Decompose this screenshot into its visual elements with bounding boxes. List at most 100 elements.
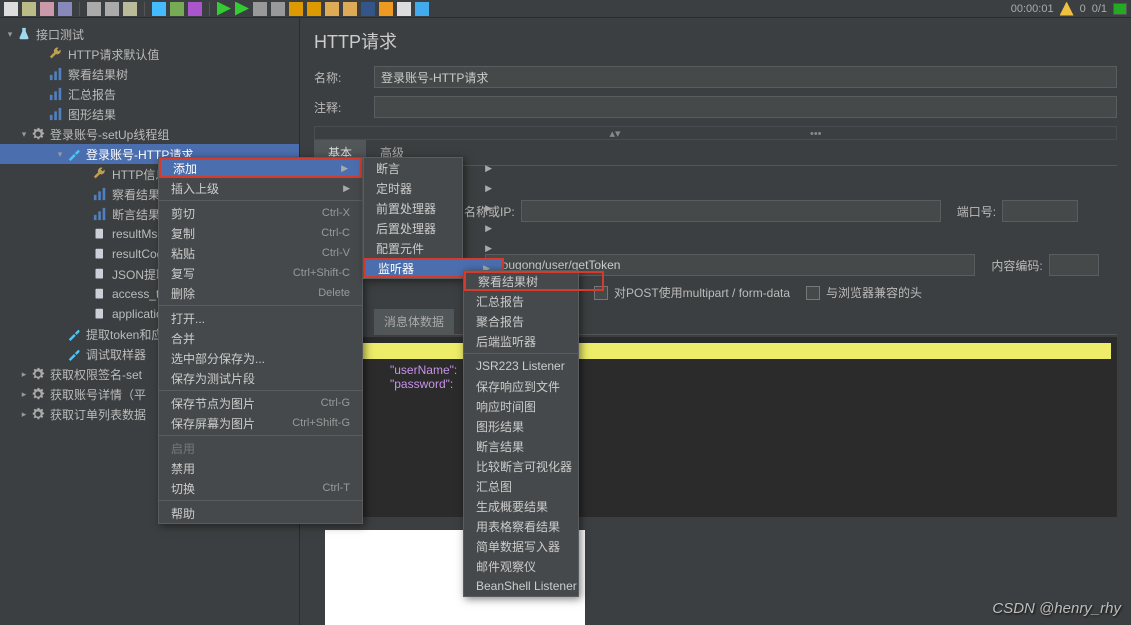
menu-item[interactable]: 配置元件▶ (364, 238, 504, 258)
template-icon[interactable] (22, 2, 36, 16)
clear-icon[interactable] (325, 2, 339, 16)
menu-label: JSR223 Listener (476, 359, 565, 373)
submenu-arrow-icon: ▶ (341, 163, 348, 174)
menu-item[interactable]: 剪切Ctrl-X (159, 203, 362, 223)
collapse-icon[interactable] (170, 2, 184, 16)
clear-all-icon[interactable] (343, 2, 357, 16)
menu-item: 启用 (159, 438, 362, 458)
menu-label: 前置处理器 (376, 200, 436, 217)
port-input[interactable] (1002, 200, 1078, 222)
menu-item[interactable]: 后端监听器 (464, 331, 604, 351)
collapse-handle[interactable]: ▴▾ ••• (314, 126, 1117, 140)
context-submenu-add[interactable]: 断言▶定时器▶前置处理器▶后置处理器▶配置元件▶监听器▶ (363, 157, 463, 279)
menu-item[interactable]: 保存响应到文件 (464, 376, 604, 396)
toggle-icon[interactable] (188, 2, 202, 16)
context-submenu-listener[interactable]: 察看结果树汇总报告聚合报告后端监听器JSR223 Listener保存响应到文件… (463, 270, 579, 597)
menu-item[interactable]: BeanShell Listener (464, 576, 604, 596)
menu-item[interactable]: 汇总图 (464, 476, 604, 496)
menu-item[interactable]: 帮助 (159, 503, 362, 523)
search-icon[interactable] (361, 2, 375, 16)
menu-item[interactable]: 生成概要结果 (464, 496, 604, 516)
menu-item[interactable]: 聚合报告 (464, 311, 604, 331)
menu-label: 复制 (171, 225, 195, 242)
menu-item[interactable]: 前置处理器▶ (364, 198, 504, 218)
stop-icon[interactable] (253, 2, 267, 16)
help-icon[interactable] (415, 2, 429, 16)
remote-start-icon[interactable] (289, 2, 303, 16)
encoding-input[interactable] (1049, 254, 1099, 276)
menu-item[interactable]: 插入上级▶ (159, 178, 362, 198)
menu-item[interactable]: 响应时间图 (464, 396, 604, 416)
toggle-icon[interactable]: ▸ (18, 409, 30, 420)
warning-icon[interactable] (1060, 2, 1074, 16)
function-icon[interactable] (397, 2, 411, 16)
expand-icon[interactable] (152, 2, 166, 16)
menu-item[interactable]: 用表格察看结果 (464, 516, 604, 536)
menu-item[interactable]: 察看结果树 (464, 271, 604, 291)
toggle-icon[interactable]: ▸ (18, 389, 30, 400)
menu-item[interactable]: 邮件观察仪 (464, 556, 604, 576)
body-data-area[interactable]: "userName": "password": (314, 337, 1117, 517)
menu-label: 删除 (171, 285, 195, 302)
toggle-icon[interactable]: ▾ (4, 29, 16, 40)
menu-item[interactable]: 比较断言可视化器 (464, 456, 604, 476)
menu-item[interactable]: 切换Ctrl-T (159, 478, 362, 498)
menu-item[interactable]: 打开... (159, 308, 362, 328)
tree-item[interactable]: 察看结果树 (0, 64, 299, 84)
subtab-msgbody[interactable]: 消息体数据 (374, 309, 454, 334)
menu-item[interactable]: 保存为测试片段 (159, 368, 362, 388)
copy-icon[interactable] (105, 2, 119, 16)
menu-item[interactable]: 复制Ctrl-C (159, 223, 362, 243)
menu-item[interactable]: 简单数据写入器 (464, 536, 604, 556)
menu-item[interactable]: 定时器▶ (364, 178, 504, 198)
server-input[interactable] (521, 200, 941, 222)
tree-root[interactable]: ▾ 接口测试 (0, 24, 299, 44)
start-notimer-icon[interactable] (235, 2, 249, 16)
search-reset-icon[interactable] (379, 2, 393, 16)
toggle-icon[interactable]: ▾ (54, 149, 66, 160)
menu-item[interactable]: 保存屏幕为图片Ctrl+Shift-G (159, 413, 362, 433)
menu-label: 保存为测试片段 (171, 370, 255, 387)
tree-item[interactable]: HTTP请求默认值 (0, 44, 299, 64)
remote-stop-icon[interactable] (307, 2, 321, 16)
menu-item[interactable]: 合并 (159, 328, 362, 348)
cut-icon[interactable] (87, 2, 101, 16)
shortcut-label: Ctrl-G (321, 397, 350, 409)
menu-item[interactable]: 保存节点为图片Ctrl-G (159, 393, 362, 413)
context-menu-main[interactable]: 添加▶插入上级▶剪切Ctrl-X复制Ctrl-C粘贴Ctrl-V复写Ctrl+S… (158, 157, 363, 524)
menu-item[interactable]: 复写Ctrl+Shift-C (159, 263, 362, 283)
toggle-icon[interactable]: ▾ (18, 129, 30, 140)
menu-item[interactable]: 后置处理器▶ (364, 218, 504, 238)
shutdown-icon[interactable] (271, 2, 285, 16)
menu-item[interactable]: 选中部分保存为... (159, 348, 362, 368)
menu-item[interactable]: 粘贴Ctrl-V (159, 243, 362, 263)
name-label: 名称: (314, 69, 364, 86)
shortcut-label: Ctrl+Shift-G (292, 417, 350, 429)
doc-icon (92, 286, 108, 302)
open-icon[interactable] (40, 2, 54, 16)
menu-item[interactable]: 删除Delete (159, 283, 362, 303)
toggle-icon[interactable]: ▸ (18, 369, 30, 380)
browser-compat-checkbox[interactable] (806, 286, 820, 300)
menu-item[interactable]: 断言▶ (364, 158, 504, 178)
menu-item[interactable]: 汇总报告 (464, 291, 604, 311)
comment-input[interactable] (374, 96, 1117, 118)
start-icon[interactable] (217, 2, 231, 16)
tree-item[interactable]: 汇总报告 (0, 84, 299, 104)
chk1-label: 对POST使用multipart / form-data (614, 284, 790, 301)
menu-item[interactable]: 断言结果 (464, 436, 604, 456)
menu-item[interactable]: 添加▶ (159, 158, 362, 178)
shortcut-label: Ctrl-X (322, 207, 350, 219)
tree-item[interactable]: 图形结果 (0, 104, 299, 124)
paste-icon[interactable] (123, 2, 137, 16)
submenu-arrow-icon: ▶ (485, 183, 492, 194)
menu-label: 复写 (171, 265, 195, 282)
menu-label: 配置元件 (376, 240, 424, 257)
save-icon[interactable] (58, 2, 72, 16)
menu-item[interactable]: 图形结果 (464, 416, 604, 436)
menu-item[interactable]: JSR223 Listener (464, 356, 604, 376)
tree-item[interactable]: ▾登录账号-setUp线程组 (0, 124, 299, 144)
new-icon[interactable] (4, 2, 18, 16)
menu-item[interactable]: 禁用 (159, 458, 362, 478)
name-input[interactable] (374, 66, 1117, 88)
